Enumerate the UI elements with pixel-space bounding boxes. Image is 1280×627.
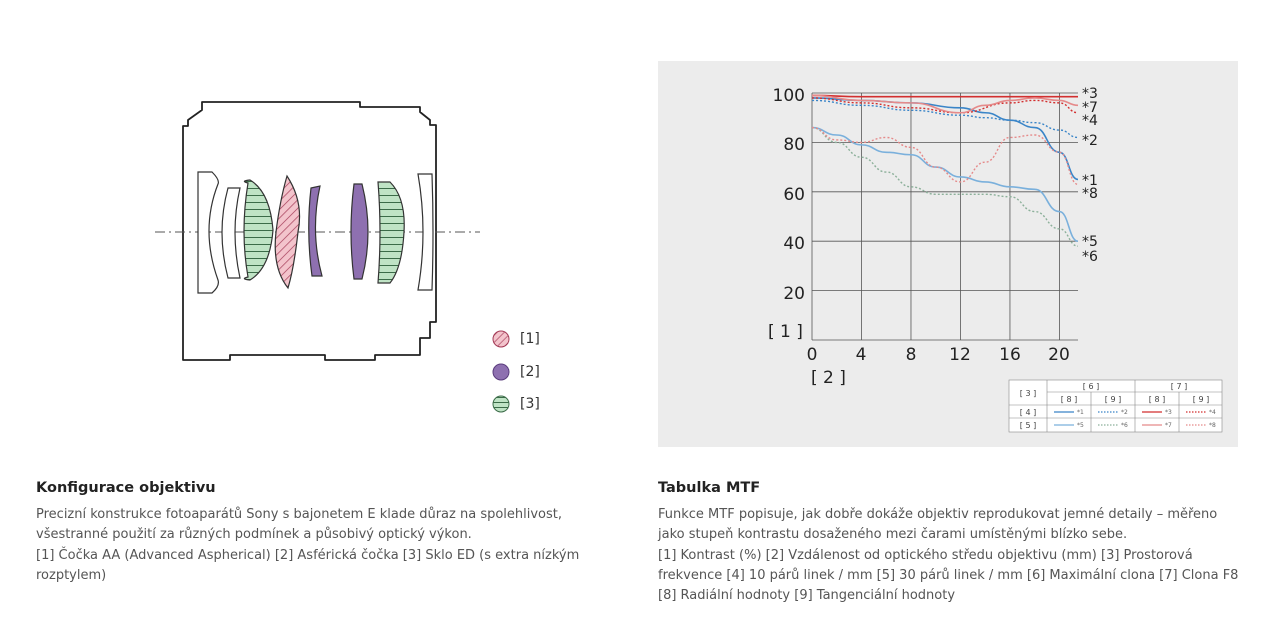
x-tick-label: 0 [807,345,818,365]
description-line: Precizní konstrukce fotoaparátů Sony s b… [36,507,563,522]
aspherical-lens-swatch-icon [492,363,510,381]
mtf-series-line [811,94,1079,114]
legend-table-mark: *7 [1165,422,1172,429]
legend-table-subcol: [ 8 ] [1061,395,1077,404]
ed-element-2 [377,181,405,284]
legend-aspherical-lens: [2] [492,363,540,381]
legend-table-mark: *2 [1121,409,1128,416]
curve-label: *5 [1082,234,1098,250]
curve-label: *6 [1082,249,1098,265]
legend-table-mark: *5 [1077,422,1084,429]
aspherical-element-2 [350,183,369,280]
legend-table-subcol: [ 8 ] [1149,395,1165,404]
mtf-chart-panel: 100 80 60 40 20 [ 1 ] 0 4 8 12 16 20 [ 2… [658,61,1238,447]
legend-table-mark: *1 [1077,409,1084,416]
legend-table-header: [ 3 ] [1020,389,1036,398]
y-tick-label: 80 [783,135,805,155]
legend-table-row-label: [ 5 ] [1020,421,1036,430]
mtf-chart: 100 80 60 40 20 [ 1 ] 0 4 8 12 16 20 [ 2… [768,86,1223,433]
mtf-series-line [811,126,1079,242]
legend-table-row-label: [ 4 ] [1020,408,1036,417]
y-tick-label: 40 [783,234,805,254]
legend-label-aspherical: [2] [520,364,540,380]
curve-label: *7 [1082,100,1098,116]
lens-configuration-description: Precizní konstrukce fotoaparátů Sony s b… [36,505,596,586]
mtf-chart-description: Funkce MTF popisuje, jak dobře dokáže ob… [658,505,1258,606]
front-lens-element [197,171,219,294]
legend-table-group: [ 6 ] [1083,382,1099,391]
x-tick-label: 16 [999,345,1021,365]
curve-label: *4 [1082,113,1098,129]
y-axis-label: [ 1 ] [768,322,803,342]
aa-lens-swatch-icon [492,330,510,348]
mtf-series-line [811,94,1078,98]
legend-table-mark: *8 [1209,422,1216,429]
aspherical-element-1 [308,185,323,277]
description-line: [1] Čočka AA (Advanced Aspherical) [2] A… [36,547,580,563]
legend-label-ed: [3] [520,396,540,412]
lens-configuration-title: Konfigurace objektivu [36,480,216,496]
ed-element-1 [243,179,274,281]
description-line: rozptylem) [36,567,107,583]
lens-configuration-diagram: [1] [2] [3] [120,80,560,440]
x-tick-label: 8 [906,345,917,365]
mtf-series-line [811,126,1079,186]
x-axis-label: [ 2 ] [811,368,846,388]
curve-label: *1 [1082,173,1098,189]
legend-table-subcol: [ 9 ] [1193,395,1209,404]
description-line: všestranné použití za různých podmínek a… [36,527,472,543]
y-tick-label: 60 [783,185,805,205]
curve-label: *8 [1082,186,1098,202]
y-tick-label: 100 [773,86,805,106]
x-tick-label: 20 [1048,345,1070,365]
description-line: Funkce MTF popisuje, jak dobře dokáže ob… [658,507,1218,522]
y-tick-label: 20 [783,284,805,304]
mtf-legend-table: [ 3 ] [ 6 ] [ 7 ] [ 8 ] [ 9 ] [ 8 ] [ 9 … [1008,379,1223,433]
ed-glass-swatch-icon [492,395,510,413]
lens-element-2 [221,187,241,279]
description-line: [1] Kontrast (%) [2] Vzdálenost od optic… [658,547,1193,563]
legend-table-mark: *4 [1209,409,1216,416]
curve-label: *3 [1082,86,1098,102]
x-tick-label: 4 [856,345,867,365]
legend-aa-lens: [1] [492,330,540,348]
description-line: jako stupeň kontrastu dosaženého mezi ča… [658,527,1128,543]
legend-table-subcol: [ 9 ] [1105,395,1121,404]
mtf-series-line [811,99,1079,139]
legend-table-mark: *6 [1121,422,1128,429]
lens-cross-section [155,101,480,361]
description-line: [8] Radiální hodnoty [9] Tangenciální ho… [658,588,956,604]
legend-label-aa: [1] [520,331,540,347]
description-line: frekvence [4] 10 párů linek / mm [5] 30 … [658,567,1239,583]
legend-ed-glass: [3] [492,395,540,413]
curve-label: *2 [1082,133,1098,149]
lens-barrel-outline [182,101,437,361]
rear-lens-element [417,173,434,291]
legend-table-mark: *3 [1165,409,1172,416]
legend-table-group: [ 7 ] [1171,382,1187,391]
mtf-series-line [811,126,1079,247]
aa-element [274,174,301,290]
x-tick-label: 12 [949,345,971,365]
mtf-chart-title: Tabulka MTF [658,480,761,496]
